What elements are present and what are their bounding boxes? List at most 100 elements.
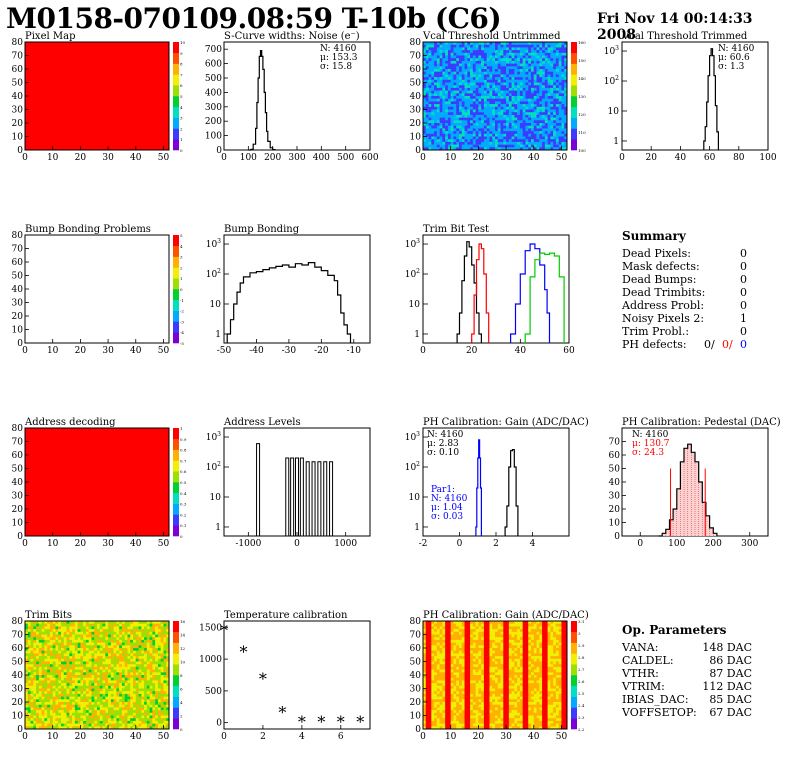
heatmap-cell [94, 666, 98, 670]
timestamp: Fri Nov 14 00:14:33 2008 [597, 11, 753, 43]
heatmap-cell [561, 90, 565, 94]
palette-cell [173, 310, 179, 317]
heatmap-cell [531, 133, 535, 137]
heatmap-cell [130, 661, 134, 665]
heatmap-cell [425, 55, 429, 59]
heatmap-cell [85, 715, 89, 719]
heatmap-cell [564, 131, 568, 135]
heatmap-cell [442, 87, 446, 91]
heatmap-cell [522, 139, 526, 143]
heatmap-cell [108, 645, 112, 649]
heatmap-cell [135, 650, 139, 654]
heatmap-cell [500, 117, 504, 121]
heatmap-cell [475, 128, 479, 132]
x-tick-label: 0 [22, 732, 28, 742]
heatmap-cell [428, 661, 432, 665]
heatmap-cell [88, 639, 92, 643]
heatmap-cell [497, 87, 501, 91]
heatmap-cell [58, 685, 62, 689]
heatmap-cell [141, 653, 145, 657]
heatmap-cell [69, 645, 73, 649]
heatmap-cell [561, 79, 565, 83]
stats2-line: μ: 1.04 [431, 503, 463, 513]
heatmap-cell [497, 52, 501, 56]
heatmap-cell [425, 52, 429, 56]
heatmap-cell [550, 52, 554, 56]
heatmap-cell [47, 623, 51, 627]
heatmap-cell [522, 147, 526, 151]
heatmap-cell [500, 93, 504, 97]
heatmap-cell [72, 720, 76, 724]
heatmap-cell [27, 723, 31, 727]
heatmap-cell [497, 131, 501, 135]
heatmap-cell [544, 128, 548, 132]
heatmap-cell [49, 621, 53, 624]
heatmap-cell [439, 50, 443, 54]
heatmap-cell [47, 710, 51, 714]
heatmap-cell [522, 63, 526, 67]
heatmap-cell [63, 645, 67, 649]
heatmap-cell [436, 723, 440, 727]
heatmap-cell [442, 55, 446, 59]
heatmap-cell [550, 87, 554, 91]
heatmap-cell [83, 707, 87, 711]
heatmap-cell [439, 101, 443, 105]
heatmap-cell [514, 63, 518, 67]
heatmap-cell [99, 648, 103, 651]
x-tick-label: 20 [75, 153, 87, 163]
heatmap-cell [110, 693, 114, 697]
heatmap-cell [160, 623, 164, 627]
heatmap-cell [486, 90, 490, 94]
heatmap-cell [152, 691, 156, 695]
heatmap-cell [428, 693, 432, 697]
heatmap-cell [425, 144, 429, 148]
heatmap-cell [495, 42, 499, 45]
heatmap-cell [450, 123, 454, 126]
heatmap-cell [528, 74, 532, 78]
heatmap-cell [49, 637, 53, 641]
heatmap-cell [127, 621, 131, 624]
heatmap-cell [453, 74, 457, 78]
heatmap-cell [489, 60, 493, 64]
heatmap-cell [52, 672, 56, 676]
heatmap-cell [85, 712, 89, 716]
heatmap-cell [116, 683, 120, 687]
heatmap-cell [522, 144, 526, 148]
heatmap-cell [459, 133, 463, 137]
heatmap-cell [428, 691, 432, 695]
heatmap-cell [47, 704, 51, 708]
heatmap-cell [428, 626, 432, 630]
heatmap-cell [130, 723, 134, 727]
heatmap-cell [425, 658, 429, 662]
heatmap-cell [558, 55, 562, 59]
heatmap-cell [47, 648, 51, 651]
heatmap-cell [108, 683, 112, 687]
heatmap-cell [38, 645, 42, 649]
heatmap-cell [472, 63, 476, 67]
heatmap-cell [497, 123, 501, 126]
x-tick-label: 0 [420, 346, 426, 356]
heatmap-cell [166, 621, 170, 624]
heatmap-cell [30, 645, 34, 649]
heatmap-cell [58, 621, 62, 624]
heatmap-cell [85, 691, 89, 695]
heatmap-cell [481, 104, 485, 108]
heatmap-cell [36, 680, 40, 684]
heatmap-cell [456, 50, 460, 54]
heatmap-cell [514, 85, 518, 89]
heatmap-cell [508, 144, 512, 148]
heatmap-cell [425, 47, 429, 51]
heatmap-cell [72, 621, 76, 624]
palette-cell [173, 278, 179, 284]
heatmap-cell [130, 623, 134, 627]
heatmap-cell [160, 629, 164, 633]
heatmap-cell [155, 688, 159, 692]
heatmap-cell [517, 114, 521, 118]
heatmap-cell [558, 96, 562, 99]
heatmap-cell [63, 723, 67, 727]
heatmap-cell [450, 128, 454, 132]
heatmap-cell [533, 144, 537, 148]
palette-cell [571, 133, 577, 140]
heatmap-cell [447, 66, 451, 70]
heatmap-cell [423, 696, 427, 700]
